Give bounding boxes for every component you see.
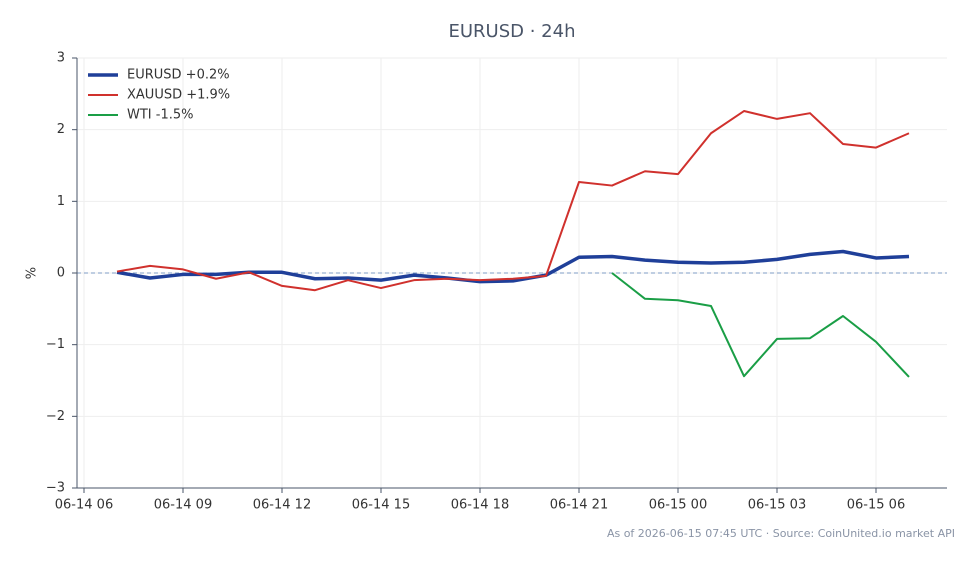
y-tick-label: −2 [46, 409, 65, 424]
y-tick-label: 2 [57, 122, 65, 137]
legend-label: WTI -1.5% [127, 108, 193, 123]
y-tick-label: 3 [57, 51, 65, 66]
x-tick-label: 06-14 09 [154, 498, 212, 513]
y-tick-label: 0 [57, 266, 65, 281]
legend-label: EURUSD +0.2% [127, 68, 230, 83]
x-tick-label: 06-15 00 [649, 498, 707, 513]
footer: As of 2026-06-15 07:45 UTC · Source: Coi… [607, 527, 955, 540]
x-tick-label: 06-14 21 [550, 498, 608, 513]
y-tick-label: 1 [57, 194, 65, 209]
x-tick-label: 06-14 06 [55, 498, 113, 513]
x-tick-label: 06-14 15 [352, 498, 410, 513]
y-tick-label: −3 [46, 481, 65, 496]
x-tick-label: 06-15 06 [847, 498, 905, 513]
series-line [116, 249, 910, 284]
x-tick-label: 06-14 12 [253, 498, 311, 513]
chart-title: EURUSD · 24h [449, 21, 576, 42]
series-line [611, 272, 910, 378]
y-axis-label: % [25, 267, 40, 279]
series-line [116, 110, 910, 292]
x-tick-label: 06-14 18 [451, 498, 509, 513]
y-tick-label: −1 [46, 337, 65, 352]
legend-label: XAUUSD +1.9% [127, 88, 230, 103]
x-tick-label: 06-15 03 [748, 498, 806, 513]
